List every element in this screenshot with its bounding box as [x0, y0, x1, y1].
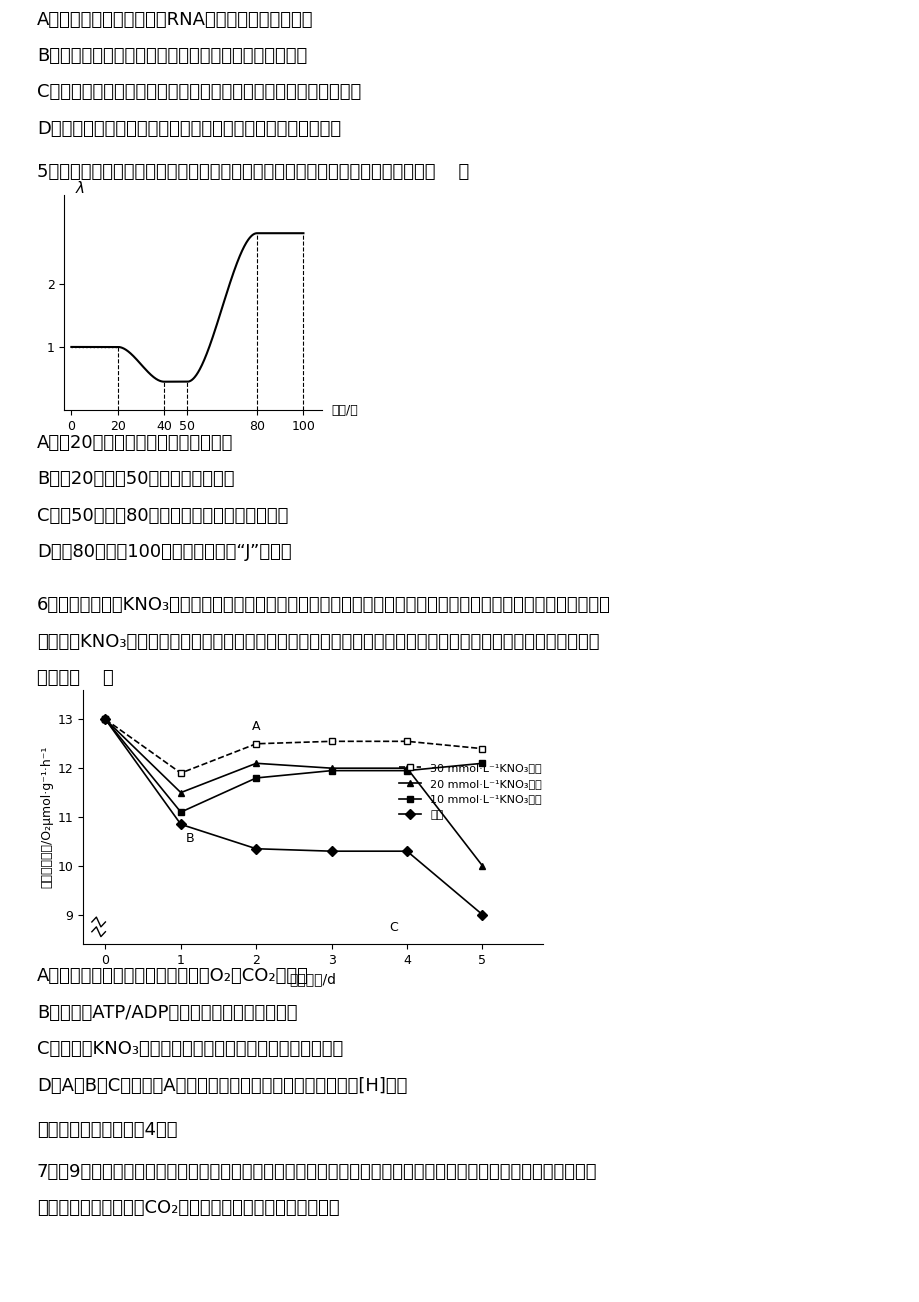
Text: D．A、B、C三点中，A点时甜樱桃根在单位时间内与氧结合的[H]最多: D．A、B、C三点中，A点时甜樱桃根在单位时间内与氧结合的[H]最多 [37, 1077, 407, 1095]
Line: 30 mmol·L⁻¹KNO₃溶液: 30 mmol·L⁻¹KNO₃溶液 [102, 716, 485, 776]
Line: 清水: 清水 [102, 716, 485, 918]
20 mmol·L⁻¹KNO₃溶液 [251, 755, 262, 771]
Text: D．第80年到第100年该种群表现为“J”型增长: D．第80年到第100年该种群表现为“J”型增长 [37, 543, 291, 561]
Text: 7．（9分）温度及光照强度是影响植物的光合作用的重要因素，如图表示某种植物在三种不同的光照强度下在一定的: 7．（9分）温度及光照强度是影响植物的光合作用的重要因素，如图表示某种植物在三种… [37, 1163, 596, 1181]
Text: B．基因突变具有普遍性，任何生物都可能发生基因突变: B．基因突变具有普遍性，任何生物都可能发生基因突变 [37, 47, 307, 65]
Text: B: B [186, 832, 194, 845]
清水 [100, 711, 111, 727]
Text: 同浓度的KNO₃溶液，保持液面高出盆土表面，每天定时测定甜樱桃根的有氧呼吸速率，结果如图。下列相关分析错: 同浓度的KNO₃溶液，保持液面高出盆土表面，每天定时测定甜樱桃根的有氧呼吸速率，… [37, 633, 598, 651]
Text: 时间/年: 时间/年 [331, 404, 357, 417]
清水 [176, 816, 187, 832]
Text: C．第50年到第80年该种群的年龄组成为增长型: C．第50年到第80年该种群的年龄组成为增长型 [37, 506, 288, 525]
Line: 10 mmol·L⁻¹KNO₃溶液: 10 mmol·L⁻¹KNO₃溶液 [102, 716, 485, 815]
10 mmol·L⁻¹KNO₃溶液 [401, 763, 412, 779]
Text: B．第20年与第50年该种群数量相等: B．第20年与第50年该种群数量相等 [37, 470, 234, 488]
20 mmol·L⁻¹KNO₃溶液 [476, 858, 487, 874]
Text: λ: λ [76, 181, 85, 197]
Text: A．前20年该种群的种群密度基本不变: A．前20年该种群的种群密度基本不变 [37, 434, 233, 452]
30 mmol·L⁻¹KNO₃溶液 [176, 766, 187, 781]
Text: C．基因突变具有有害性，所以基因突变是阻碍生物进化的因素之一: C．基因突变具有有害性，所以基因突变是阻碍生物进化的因素之一 [37, 83, 360, 102]
清水 [476, 906, 487, 922]
30 mmol·L⁻¹KNO₃溶液 [325, 733, 336, 749]
20 mmol·L⁻¹KNO₃溶液 [100, 711, 111, 727]
20 mmol·L⁻¹KNO₃溶液 [401, 760, 412, 776]
30 mmol·L⁻¹KNO₃溶液 [251, 736, 262, 751]
20 mmol·L⁻¹KNO₃溶液 [176, 785, 187, 801]
X-axis label: 淨水天数/d: 淨水天数/d [289, 973, 336, 986]
Line: 20 mmol·L⁻¹KNO₃溶液: 20 mmol·L⁻¹KNO₃溶液 [102, 716, 485, 870]
10 mmol·L⁻¹KNO₃溶液 [251, 769, 262, 785]
10 mmol·L⁻¹KNO₃溶液 [476, 755, 487, 771]
20 mmol·L⁻¹KNO₃溶液 [325, 760, 336, 776]
Text: D．基因突变具有可逆性，可用人工诱导致病基因发生定向突变: D．基因突变具有可逆性，可用人工诱导致病基因发生定向突变 [37, 120, 341, 138]
Text: 5．科研人员根据某种群一百年间的数量变化绘制了图示曲线。下列叙述错误的是（    ）: 5．科研人员根据某种群一百年间的数量变化绘制了图示曲线。下列叙述错误的是（ ） [37, 163, 469, 181]
10 mmol·L⁻¹KNO₃溶液 [100, 711, 111, 727]
Text: 二、综合题：本大题关4小题: 二、综合题：本大题关4小题 [37, 1121, 177, 1139]
Text: A．检测甜樱桃根有氧呼吸速率可用O₂或CO₂作指标: A．检测甜樱桃根有氧呼吸速率可用O₂或CO₂作指标 [37, 967, 309, 986]
30 mmol·L⁻¹KNO₃溶液 [476, 741, 487, 756]
Text: 范围内随温度变化消耗CO₂的测定结果。据图回答下列问题：: 范围内随温度变化消耗CO₂的测定结果。据图回答下列问题： [37, 1199, 339, 1217]
清水 [325, 844, 336, 859]
10 mmol·L⁻¹KNO₃溶液 [176, 805, 187, 820]
Text: C: C [389, 921, 397, 934]
清水 [401, 844, 412, 859]
Text: 6．为研究淨水时KNO₃对甜樱桃根呼吸的影响，设四组盆栽甜樱桃，其中一组倒入清水，其余三组分别倒入等量的不: 6．为研究淨水时KNO₃对甜樱桃根呼吸的影响，设四组盆栽甜樱桃，其中一组倒入清水… [37, 596, 610, 615]
10 mmol·L⁻¹KNO₃溶液 [325, 763, 336, 779]
Text: A．基因突变具有稀有性，RNA病毒不会发生基因突变: A．基因突变具有稀有性，RNA病毒不会发生基因突变 [37, 10, 313, 29]
Text: 误的是（    ）: 误的是（ ） [37, 669, 113, 687]
Legend: 30 mmol·L⁻¹KNO₃溶液, 20 mmol·L⁻¹KNO₃溶液, 10 mmol·L⁻¹KNO₃溶液, 清水: 30 mmol·L⁻¹KNO₃溶液, 20 mmol·L⁻¹KNO₃溶液, 10… [394, 759, 546, 824]
清水 [251, 841, 262, 857]
Text: C．淨水时KNO₃对甜樱桃根的有氧呼吸速率降低有减缓作用: C．淨水时KNO₃对甜樱桃根的有氧呼吸速率降低有减缓作用 [37, 1040, 343, 1059]
30 mmol·L⁻¹KNO₃溶液 [100, 711, 111, 727]
Text: A: A [252, 720, 260, 733]
30 mmol·L⁻¹KNO₃溶液 [401, 733, 412, 749]
Y-axis label: 有氧呼吸速率/O₂μmol·g⁻¹·h⁻¹: 有氧呼吸速率/O₂μmol·g⁻¹·h⁻¹ [40, 746, 53, 888]
Text: B．细胞中ATP/ADP的比値下降可促进细胞呼吸: B．细胞中ATP/ADP的比値下降可促进细胞呼吸 [37, 1004, 297, 1022]
